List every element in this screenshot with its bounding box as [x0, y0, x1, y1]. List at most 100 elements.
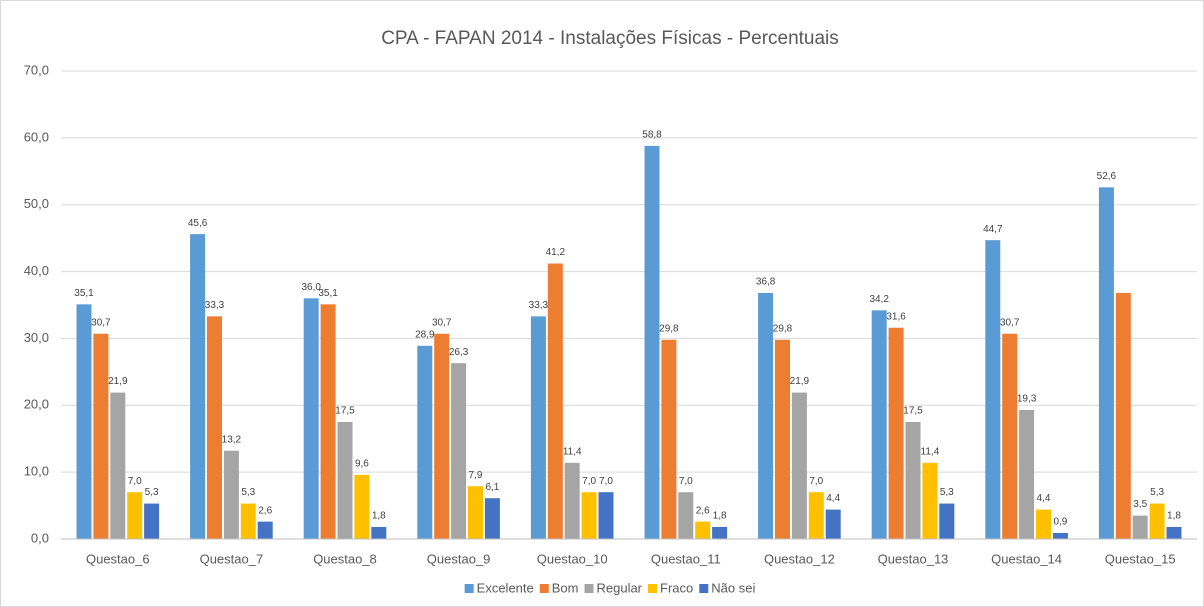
bar: [144, 503, 160, 539]
bar: [1052, 532, 1068, 539]
data-label: 29,8: [773, 323, 793, 334]
bar: [581, 492, 597, 539]
y-tick-label: 10,0: [24, 464, 49, 479]
data-label: 44,7: [983, 224, 1003, 235]
bar: [1036, 509, 1051, 539]
data-label: 52,6: [1097, 171, 1117, 182]
legend-swatch: [464, 584, 474, 593]
data-label: 5,3: [241, 487, 255, 498]
data-label: 33,3: [205, 300, 225, 311]
bar: [468, 486, 483, 539]
legend-label: Regular: [596, 580, 642, 595]
bar: [905, 422, 921, 539]
data-label: 6,1: [485, 482, 499, 493]
x-tick-label: Questao_7: [200, 551, 264, 566]
bar: [354, 474, 370, 539]
x-tick-label: Questao_11: [651, 551, 721, 566]
bar: [547, 263, 563, 539]
bar: [417, 345, 433, 539]
bar: [808, 492, 824, 539]
data-label: 1,8: [372, 511, 386, 522]
data-label: 7,0: [599, 476, 613, 487]
data-label: 1,8: [713, 511, 727, 522]
y-tick-label: 40,0: [24, 263, 49, 278]
bar: [190, 234, 206, 540]
data-label: 3,5: [1133, 499, 1147, 510]
data-label: 4,4: [1037, 493, 1051, 504]
bar: [484, 498, 500, 539]
x-tick-label: Questao_6: [86, 551, 150, 566]
data-label: 28,9: [415, 329, 435, 340]
x-tick-label: Questao_12: [764, 551, 835, 566]
data-label: 13,2: [222, 434, 242, 445]
bar: [240, 503, 256, 539]
bar: [598, 492, 614, 539]
legend-label: Bom: [552, 580, 579, 595]
data-label: 21,9: [108, 376, 128, 387]
x-tick-label: Questao_8: [313, 551, 377, 566]
bar: [1019, 409, 1035, 539]
data-label: 35,1: [74, 288, 94, 299]
bar: [76, 304, 92, 539]
data-label: 17,5: [903, 406, 923, 417]
bar: [223, 450, 239, 539]
bar: [678, 492, 694, 539]
bar: [564, 462, 580, 539]
bar: [758, 292, 774, 539]
bar: [775, 339, 790, 539]
bar: [661, 339, 677, 539]
data-label: 35,1: [318, 288, 338, 299]
x-tick-label: Questao_9: [427, 551, 491, 566]
bar: [371, 526, 387, 539]
x-tick-label: Questao_10: [537, 551, 608, 566]
bar: [888, 327, 904, 539]
data-label: 7,9: [469, 470, 483, 481]
bar: [451, 363, 467, 539]
bar: [922, 462, 938, 539]
legend-swatch: [648, 584, 658, 593]
data-label: 21,9: [790, 376, 810, 387]
data-label: 5,3: [145, 487, 159, 498]
bar: [93, 333, 109, 539]
data-label: 41,2: [546, 247, 566, 258]
bar: [257, 521, 273, 539]
data-label: 26,3: [449, 347, 469, 358]
data-label: 19,3: [1017, 394, 1037, 405]
data-label: 45,6: [188, 218, 208, 229]
y-tick-label: 50,0: [24, 196, 49, 211]
data-label: 36,8: [756, 277, 776, 288]
data-label: 11,4: [563, 446, 582, 457]
bar: [791, 392, 807, 539]
bar: [127, 492, 143, 539]
legend-swatch: [699, 584, 709, 593]
bar: [985, 240, 1001, 540]
bar: [207, 316, 222, 539]
data-label: 31,6: [886, 311, 906, 322]
data-label: 7,0: [679, 476, 693, 487]
data-label: 30,7: [432, 317, 452, 328]
bar: [434, 333, 450, 539]
bar: [303, 298, 319, 539]
legend-swatch: [584, 584, 594, 593]
legend-label: Excelente: [477, 580, 534, 595]
data-label: 0,9: [1053, 517, 1067, 528]
data-label: 7,0: [128, 476, 142, 487]
y-tick-label: 20,0: [24, 397, 49, 412]
data-label: 29,8: [659, 323, 679, 334]
bar: [825, 509, 841, 539]
bar: [712, 526, 728, 539]
bar: [695, 521, 711, 539]
data-label: 33,3: [529, 300, 549, 311]
bar: [1098, 187, 1114, 539]
y-tick-label: 30,0: [24, 330, 49, 345]
data-label: 4,4: [826, 493, 840, 504]
x-tick-label: Questao_15: [1105, 551, 1176, 566]
bar: [644, 145, 660, 539]
x-tick-label: Questao_13: [878, 551, 949, 566]
bar: [337, 422, 353, 539]
y-tick-label: 60,0: [24, 129, 49, 144]
data-label: 7,0: [809, 476, 823, 487]
data-label: 17,5: [335, 406, 355, 417]
data-label: 2,6: [696, 505, 710, 516]
